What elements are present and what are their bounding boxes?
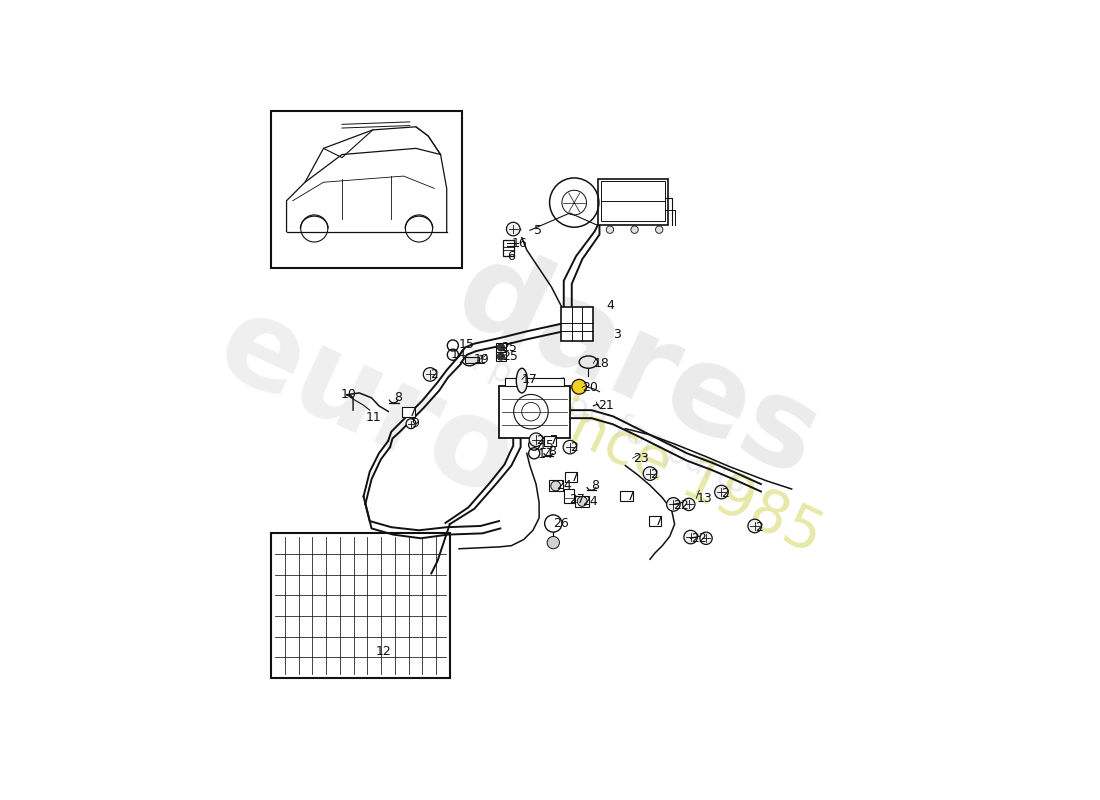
Text: 7: 7 [571,471,579,485]
Text: 25: 25 [502,350,518,363]
Bar [561,307,593,341]
Bar [549,480,562,491]
Text: a passion for parts: a passion for parts [455,338,751,500]
Circle shape [644,467,657,480]
Bar [504,240,515,256]
Circle shape [684,530,697,544]
Text: euro: euro [199,285,534,523]
Text: 10: 10 [341,388,356,402]
Text: 2: 2 [570,441,578,454]
Circle shape [506,222,520,236]
Text: 16: 16 [512,238,527,250]
Circle shape [667,498,680,511]
Bar [575,496,589,507]
Text: 6: 6 [507,250,515,262]
Text: 1: 1 [477,354,485,367]
Circle shape [748,519,761,533]
Text: 21: 21 [597,399,614,412]
Circle shape [572,379,586,394]
Text: 22: 22 [673,499,689,512]
Text: 13: 13 [696,492,712,505]
Text: 24: 24 [556,479,572,493]
Circle shape [563,440,576,454]
Circle shape [656,226,663,234]
Text: 12: 12 [376,645,392,658]
Bar [620,491,632,502]
Bar [496,343,506,352]
Text: 14: 14 [538,448,553,461]
Text: 27: 27 [569,493,584,506]
Text: 2: 2 [720,487,728,500]
Text: 19: 19 [474,353,490,366]
Bar [597,179,669,226]
Text: 17: 17 [521,373,538,386]
Text: 11: 11 [366,411,382,424]
Bar [505,378,563,386]
Text: 25: 25 [500,341,517,354]
Text: 7: 7 [550,434,558,447]
Text: 7: 7 [408,406,417,418]
Ellipse shape [579,356,597,368]
Circle shape [606,226,614,234]
Text: 4: 4 [607,299,615,312]
Text: 22: 22 [691,532,706,545]
Text: 9: 9 [411,418,419,430]
Bar [465,357,478,363]
Bar [499,386,570,438]
Text: 15: 15 [459,338,475,351]
Bar [601,181,666,221]
Circle shape [529,433,542,446]
Circle shape [406,418,416,429]
Text: 24: 24 [582,495,598,508]
Bar [649,516,661,526]
Text: 2: 2 [755,521,762,534]
Text: 23: 23 [632,452,649,465]
Circle shape [700,532,712,545]
Circle shape [631,226,638,234]
Text: 8: 8 [548,445,557,458]
Bar [565,472,578,482]
Text: 8: 8 [592,479,600,492]
Text: 20: 20 [582,381,598,394]
Text: 2: 2 [650,468,658,482]
Text: 18: 18 [593,357,609,370]
Circle shape [497,353,505,360]
Bar [496,352,506,361]
Circle shape [547,537,560,549]
Bar [563,489,573,502]
Circle shape [497,344,505,351]
Text: dares: dares [438,233,837,502]
Text: 7: 7 [627,490,635,503]
Bar [544,436,557,446]
Circle shape [424,368,437,382]
Text: 3: 3 [613,328,620,341]
Text: 2: 2 [536,434,543,447]
Bar [403,407,415,417]
Text: 2: 2 [430,368,438,381]
Text: 26: 26 [553,517,569,530]
Circle shape [715,486,728,499]
Circle shape [551,481,561,491]
Text: 14: 14 [451,348,466,362]
Text: 15: 15 [539,439,556,452]
Text: 7: 7 [654,514,663,527]
Text: 8: 8 [394,391,402,404]
Text: since 1985: since 1985 [518,378,832,565]
Text: 5: 5 [535,224,542,237]
Circle shape [683,498,695,510]
Bar [271,111,462,269]
Circle shape [578,496,587,506]
Bar [271,534,450,678]
Ellipse shape [516,368,527,393]
